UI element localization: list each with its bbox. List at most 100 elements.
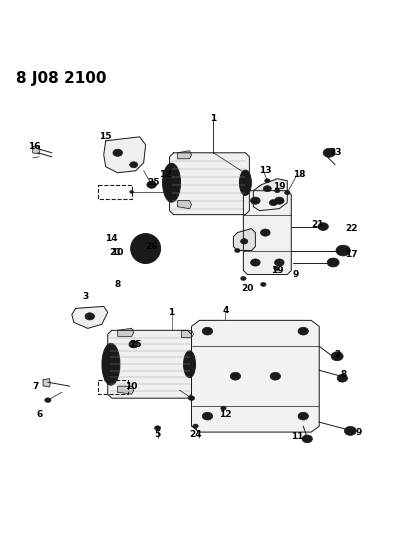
- Ellipse shape: [142, 246, 149, 251]
- Text: 8 J08 2100: 8 J08 2100: [16, 71, 107, 86]
- Text: 8: 8: [340, 370, 346, 379]
- Ellipse shape: [318, 223, 328, 230]
- Polygon shape: [118, 386, 134, 394]
- Ellipse shape: [344, 426, 356, 435]
- Text: 19: 19: [273, 182, 286, 191]
- Ellipse shape: [348, 429, 353, 433]
- Ellipse shape: [336, 245, 350, 256]
- Text: 12: 12: [219, 410, 232, 418]
- Ellipse shape: [169, 177, 174, 188]
- Ellipse shape: [270, 373, 280, 380]
- Polygon shape: [178, 151, 192, 159]
- Ellipse shape: [284, 191, 290, 195]
- Ellipse shape: [261, 229, 270, 236]
- Ellipse shape: [163, 163, 180, 202]
- Ellipse shape: [243, 177, 248, 189]
- Text: 12: 12: [159, 170, 172, 179]
- Ellipse shape: [275, 197, 284, 204]
- Polygon shape: [182, 330, 194, 337]
- Ellipse shape: [129, 341, 138, 348]
- Polygon shape: [72, 306, 108, 328]
- Text: 20: 20: [241, 284, 254, 293]
- Ellipse shape: [202, 412, 213, 420]
- Ellipse shape: [302, 435, 312, 443]
- Text: 23: 23: [329, 148, 342, 157]
- Ellipse shape: [251, 197, 260, 204]
- Ellipse shape: [132, 343, 136, 346]
- Polygon shape: [108, 330, 192, 398]
- Polygon shape: [253, 179, 287, 211]
- Polygon shape: [233, 229, 255, 251]
- Ellipse shape: [85, 313, 95, 320]
- Text: 11: 11: [291, 432, 304, 441]
- Polygon shape: [104, 137, 146, 173]
- Ellipse shape: [323, 148, 335, 157]
- Text: 5: 5: [154, 430, 161, 439]
- Ellipse shape: [235, 248, 240, 253]
- Ellipse shape: [275, 259, 284, 266]
- Ellipse shape: [193, 424, 198, 428]
- Ellipse shape: [337, 374, 348, 382]
- Text: 1: 1: [210, 115, 217, 123]
- Text: 24: 24: [189, 430, 202, 439]
- Polygon shape: [33, 146, 40, 154]
- Ellipse shape: [265, 179, 270, 183]
- Text: 4: 4: [222, 306, 229, 315]
- Text: 10: 10: [125, 382, 138, 391]
- Ellipse shape: [331, 352, 343, 361]
- Ellipse shape: [105, 351, 117, 378]
- Ellipse shape: [274, 266, 279, 271]
- Ellipse shape: [187, 358, 192, 370]
- Ellipse shape: [335, 354, 340, 358]
- Ellipse shape: [261, 282, 266, 287]
- Text: 16: 16: [28, 142, 40, 151]
- Text: 19: 19: [271, 266, 284, 275]
- Ellipse shape: [45, 398, 51, 402]
- Text: 2: 2: [334, 350, 340, 359]
- Ellipse shape: [130, 190, 134, 193]
- Ellipse shape: [184, 351, 196, 378]
- Text: 15: 15: [99, 132, 112, 141]
- Polygon shape: [243, 191, 291, 274]
- Text: 1: 1: [168, 308, 175, 317]
- Ellipse shape: [134, 238, 156, 260]
- Ellipse shape: [202, 327, 213, 335]
- Ellipse shape: [188, 396, 195, 401]
- Polygon shape: [192, 320, 319, 432]
- Ellipse shape: [340, 248, 346, 253]
- Ellipse shape: [269, 200, 277, 206]
- Polygon shape: [43, 378, 50, 387]
- Ellipse shape: [109, 359, 113, 370]
- Polygon shape: [170, 153, 249, 215]
- Ellipse shape: [298, 412, 308, 420]
- Text: 14: 14: [105, 234, 118, 243]
- Text: 8: 8: [115, 280, 121, 289]
- Polygon shape: [178, 200, 192, 208]
- Ellipse shape: [230, 373, 241, 380]
- Ellipse shape: [239, 170, 251, 196]
- Text: 9: 9: [356, 427, 362, 437]
- Ellipse shape: [102, 343, 120, 385]
- Ellipse shape: [147, 181, 156, 188]
- Ellipse shape: [241, 277, 246, 280]
- Ellipse shape: [130, 162, 138, 168]
- Ellipse shape: [327, 258, 339, 267]
- Text: 18: 18: [293, 170, 306, 179]
- Ellipse shape: [221, 406, 226, 410]
- Text: 21: 21: [311, 220, 324, 229]
- Text: 21: 21: [109, 248, 122, 257]
- Ellipse shape: [130, 233, 160, 263]
- Text: 13: 13: [259, 166, 272, 175]
- Polygon shape: [118, 328, 134, 336]
- Text: 26: 26: [145, 242, 158, 251]
- Ellipse shape: [275, 189, 280, 193]
- Ellipse shape: [154, 426, 161, 431]
- Ellipse shape: [251, 259, 260, 266]
- Ellipse shape: [166, 170, 178, 196]
- Ellipse shape: [140, 244, 151, 254]
- Ellipse shape: [113, 149, 122, 156]
- Text: 7: 7: [33, 382, 39, 391]
- Ellipse shape: [263, 185, 271, 192]
- Text: 25: 25: [147, 178, 160, 187]
- Text: 17: 17: [345, 250, 358, 259]
